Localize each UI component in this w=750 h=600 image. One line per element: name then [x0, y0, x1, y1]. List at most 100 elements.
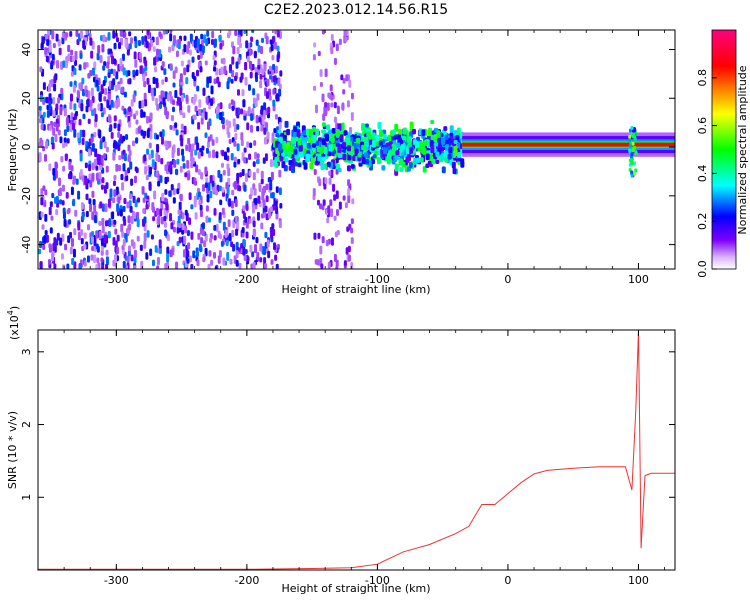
- spectrogram-cell: [136, 218, 140, 228]
- spectrogram-cell: [69, 93, 73, 102]
- spectrogram-cell: [271, 132, 275, 138]
- spectrogram-cell: [139, 244, 143, 252]
- spectrogram-cell: [447, 153, 452, 160]
- spectrogram-cell: [630, 152, 634, 157]
- spectrogram-cell: [265, 91, 269, 99]
- spectrogram-cell: [100, 155, 104, 164]
- spectrogram-cell: [228, 138, 232, 144]
- spectrogram-cell: [113, 254, 117, 263]
- spectrogram-cell: [379, 131, 384, 138]
- colorbar-tick-label: 0.0: [696, 260, 709, 278]
- spectrogram-cell: [102, 65, 106, 71]
- spectrogram-cell: [230, 200, 234, 209]
- spectrogram-cell: [122, 67, 126, 76]
- spectrogram-cell: [116, 203, 120, 213]
- spectrogram-cell: [50, 136, 54, 144]
- spectrogram-cell: [146, 230, 150, 238]
- spectrogram-cell: [264, 137, 268, 145]
- spectrogram-cell: [157, 215, 161, 225]
- spectrogram-cell: [201, 222, 205, 230]
- spectrogram-cell: [244, 76, 248, 86]
- spectrogram-cell: [401, 135, 406, 141]
- spectrogram-cell: [48, 243, 52, 249]
- spectrogram-cell: [273, 242, 277, 251]
- spectrogram-cell: [40, 139, 44, 149]
- spectrogram-cell: [190, 204, 194, 210]
- spectrogram-cell: [169, 33, 173, 42]
- spectrogram-cell: [93, 214, 97, 224]
- spectrogram-cell: [164, 189, 168, 195]
- spectrogram-cell: [158, 49, 162, 58]
- spectrogram-cell: [361, 144, 366, 151]
- spectrogram-cell: [187, 172, 191, 181]
- spectrogram-cell: [177, 38, 181, 45]
- spectrogram-cell: [129, 193, 133, 200]
- spectrogram-cell: [319, 69, 323, 77]
- spectrogram-cell: [343, 130, 348, 136]
- spectrogram-cell: [137, 197, 141, 203]
- spectrogram-cell: [187, 105, 191, 113]
- spectrogram-cell: [313, 169, 317, 176]
- spectrogram-cell: [166, 161, 170, 167]
- spectrogram-cell: [241, 227, 245, 234]
- spectrogram-cell: [107, 72, 111, 79]
- spectrogram-cell: [155, 152, 159, 162]
- spectrogram-cell: [281, 161, 286, 169]
- spectrogram-cell: [103, 153, 107, 159]
- spectrogram-cell: [321, 93, 325, 103]
- spectrogram-cell: [75, 110, 79, 117]
- spectrogram-cell: [130, 178, 134, 186]
- spectrogram-cell: [279, 70, 283, 77]
- spectrogram-cell: [111, 211, 115, 220]
- spectrogram-cell: [107, 198, 111, 208]
- spectrogram-cell: [234, 198, 238, 207]
- spectrogram-cell: [246, 256, 250, 262]
- spectrogram-cell: [318, 178, 322, 187]
- spectrogram-cell: [64, 61, 68, 69]
- spectrogram-cell: [98, 171, 102, 179]
- spectrogram-cell: [203, 240, 207, 248]
- spectrogram-cell: [58, 177, 62, 187]
- spectrogram-cell: [128, 43, 132, 50]
- spectrogram-cell: [186, 64, 190, 73]
- spectrogram-cell: [38, 248, 42, 255]
- spectrogram-cell: [92, 198, 96, 206]
- spectrogram-cell: [128, 149, 132, 157]
- spectrogram-cell: [271, 223, 275, 230]
- spectrogram-cell: [181, 212, 185, 220]
- spectrogram-cell: [356, 143, 361, 148]
- spectrogram-cell: [346, 165, 351, 172]
- spectrogram-cell: [53, 237, 57, 245]
- spectrogram-cell: [409, 121, 414, 129]
- spectrogram-cell: [241, 89, 245, 97]
- spectrogram-cell: [193, 93, 197, 102]
- spectrogram-cell: [248, 170, 252, 177]
- spectrogram-cell: [174, 122, 178, 128]
- spectrogram-cell: [183, 35, 187, 42]
- spectrogram-cell: [342, 195, 346, 201]
- spectrogram-cell: [149, 166, 153, 175]
- spectrogram-cell: [241, 168, 245, 177]
- spectrogram-cell: [154, 245, 158, 253]
- spectrogram-cell: [176, 226, 180, 234]
- spectrogram-cell: [343, 260, 347, 266]
- spectrogram-cell: [317, 232, 321, 239]
- spectrogram-cell: [200, 33, 204, 40]
- spectrogram-cell: [317, 155, 322, 162]
- spectrogram-cell: [381, 165, 386, 171]
- spectrogram-cell: [169, 213, 173, 222]
- spectrogram-cell: [133, 51, 137, 60]
- spectrogram-cell: [273, 127, 277, 134]
- spectrogram-cell: [76, 132, 80, 138]
- spectrogram-cell: [316, 199, 320, 206]
- spectrogram-cell: [98, 230, 102, 240]
- colorbar-tick-label: 0.6: [696, 117, 709, 135]
- spectrogram-cell: [193, 198, 197, 208]
- spectrogram-cell: [313, 42, 317, 48]
- spectrogram-cell: [66, 125, 70, 133]
- spectrogram-cell: [304, 136, 309, 142]
- spectrogram-cell: [180, 94, 184, 102]
- spectrogram-cell: [116, 234, 120, 242]
- spectrogram-cell: [204, 132, 208, 138]
- spectrogram-cell: [125, 174, 129, 182]
